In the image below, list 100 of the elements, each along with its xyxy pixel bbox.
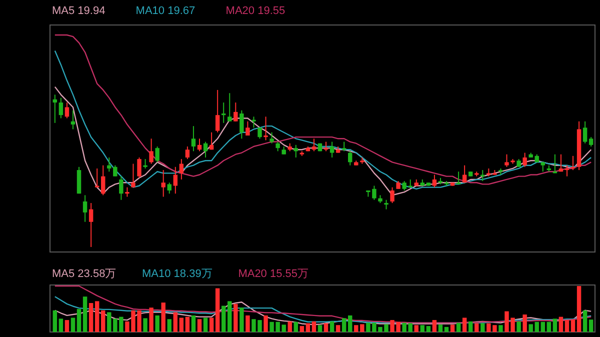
bar: [474, 323, 479, 332]
bar: [528, 324, 533, 332]
candlestick: [390, 186, 394, 204]
bar: [582, 310, 588, 332]
candlestick: [558, 154, 564, 172]
candlestick: [101, 164, 106, 196]
bar: [324, 323, 328, 332]
candlestick: [342, 141, 346, 152]
bar: [76, 309, 82, 332]
bar: [52, 310, 58, 332]
candlestick: [246, 120, 250, 136]
candlestick: [234, 102, 238, 122]
candlestick: [125, 186, 130, 198]
bar: [336, 325, 340, 332]
candlestick: [88, 202, 94, 248]
candlestick: [264, 116, 268, 141]
bar: [228, 301, 232, 332]
bar: [360, 324, 364, 332]
bar: [264, 315, 268, 332]
bar: [58, 318, 64, 332]
bar: [450, 324, 455, 332]
bar: [348, 315, 352, 332]
candlestick: [228, 92, 232, 122]
candlestick: [270, 132, 274, 144]
candlestick: [137, 156, 142, 178]
candlestick: [143, 158, 148, 169]
bar: [221, 306, 226, 332]
bar: [203, 318, 208, 332]
bar: [161, 302, 166, 332]
bar: [94, 301, 100, 332]
bar: [318, 325, 322, 332]
text: MA20 19.55: [226, 5, 286, 17]
bar: [438, 324, 443, 332]
candlestick: [113, 164, 118, 177]
candlestick: [185, 146, 190, 160]
bar: [432, 320, 437, 332]
bar: [107, 312, 112, 332]
bar: [246, 315, 250, 332]
bar: [215, 288, 220, 332]
bar: [426, 326, 431, 332]
bar: [300, 326, 304, 332]
candlestick: [119, 176, 124, 200]
candlestick: [173, 166, 178, 194]
bar: [101, 310, 106, 332]
bar: [540, 322, 545, 332]
bar: [576, 286, 582, 332]
bar: [468, 321, 473, 332]
bar: [420, 325, 425, 332]
candlestick: [504, 154, 509, 168]
candlestick: [324, 141, 328, 152]
bar: [558, 316, 564, 332]
candlestick: [480, 170, 485, 182]
candlestick: [76, 166, 82, 194]
candlestick: [149, 138, 154, 164]
candlestick: [312, 138, 316, 152]
candlestick: [203, 141, 208, 158]
bar: [564, 320, 570, 332]
bar: [330, 321, 334, 332]
candlestick: [64, 102, 70, 119]
candlestick: [58, 97, 64, 119]
text: MA5 19.94: [52, 5, 106, 17]
bar: [354, 325, 358, 332]
candlestick: [52, 94, 58, 124]
bar: [149, 308, 154, 332]
bar: [462, 318, 467, 332]
bar: [234, 304, 238, 332]
candlestick: [221, 102, 226, 124]
candlestick: [155, 146, 160, 163]
candlestick: [570, 155, 576, 171]
bar: [414, 325, 418, 332]
bar: [288, 321, 292, 332]
bar: [70, 318, 76, 332]
bar: [185, 316, 190, 332]
text: MA20 15.55万: [238, 268, 309, 280]
bar: [173, 312, 178, 332]
candlestick: [462, 164, 467, 184]
bar: [191, 315, 196, 332]
candlestick: [191, 126, 196, 152]
candlestick: [330, 141, 334, 158]
candlestick: [240, 110, 244, 140]
bar: [522, 314, 527, 332]
bar: [456, 322, 461, 332]
candlestick: [588, 136, 594, 147]
candlestick: [161, 170, 166, 198]
bar: [143, 318, 148, 332]
bar: [444, 326, 449, 332]
candlestick: [70, 110, 76, 130]
candlestick: [522, 152, 527, 168]
bar: [240, 308, 244, 332]
bar: [64, 320, 70, 332]
bar: [342, 318, 346, 332]
bar: [312, 321, 316, 332]
candlestick: [540, 162, 545, 172]
bar: [294, 322, 298, 332]
candlestick: [384, 199, 388, 210]
bar: [306, 323, 310, 332]
bar: [209, 318, 214, 332]
bar: [570, 320, 576, 332]
bar: [197, 319, 202, 332]
candlestick: [197, 138, 202, 152]
